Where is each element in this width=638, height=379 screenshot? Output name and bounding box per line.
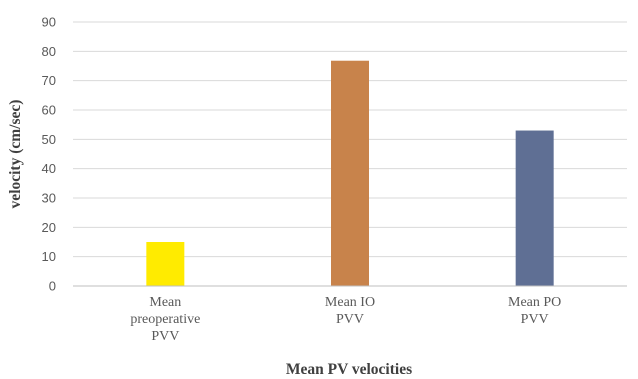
bar-3 bbox=[515, 130, 554, 286]
y-tick-label: 40 bbox=[42, 161, 56, 176]
bar-2 bbox=[331, 60, 369, 286]
bars bbox=[146, 60, 554, 286]
y-tick-label: 20 bbox=[42, 220, 56, 235]
y-tick-label: 70 bbox=[42, 73, 56, 88]
x-category-label: Mean IO PVV bbox=[325, 295, 375, 327]
y-tick-label: 80 bbox=[42, 44, 56, 59]
y-axis-title: velocity (cm/sec) bbox=[7, 100, 24, 209]
y-tick-label: 90 bbox=[42, 15, 56, 30]
x-category-labels: Mean preoperative PVV Mean IO PVV Mean PO PVV bbox=[130, 295, 561, 344]
y-tick-labels: 0 10 20 30 40 50 60 70 80 90 bbox=[42, 15, 56, 294]
y-tick-label: 0 bbox=[49, 279, 56, 294]
x-axis-title: Mean PV velocities bbox=[286, 361, 412, 378]
y-tick-label: 50 bbox=[42, 132, 56, 147]
y-tick-label: 60 bbox=[42, 103, 56, 118]
x-category-label: Mean preoperative PVV bbox=[130, 295, 200, 344]
y-tick-label: 30 bbox=[42, 191, 56, 206]
y-tick-label: 10 bbox=[42, 249, 56, 264]
bar-1 bbox=[146, 242, 185, 286]
x-category-label: Mean PO PVV bbox=[508, 295, 561, 327]
